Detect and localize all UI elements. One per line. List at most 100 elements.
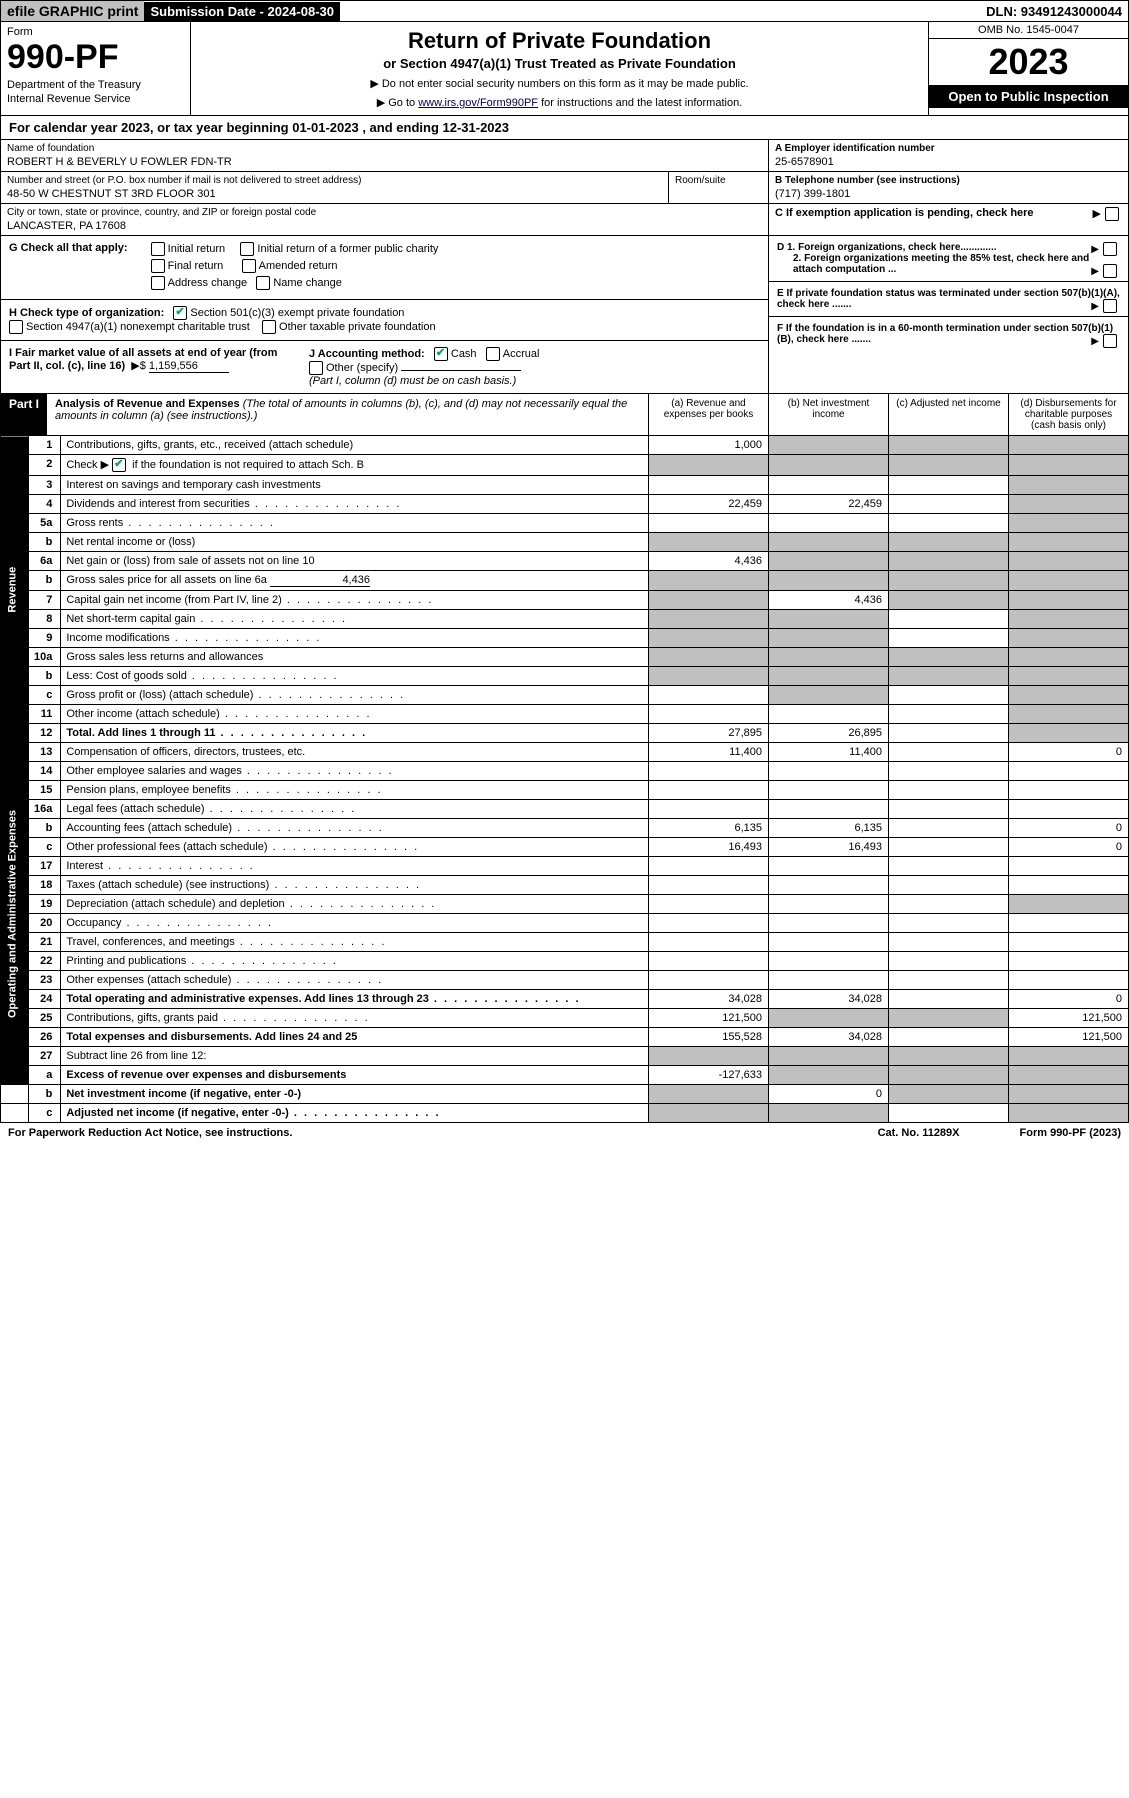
col-c-val — [889, 571, 1009, 591]
arrow-icon: ▶ — [1093, 207, 1101, 220]
r2-pre: Check ▶ — [66, 459, 112, 471]
revenue-side-label: Revenue — [1, 436, 29, 743]
col-b-val — [769, 533, 889, 552]
ssn-note: ▶ Do not enter social security numbers o… — [197, 77, 922, 90]
line-num: 22 — [29, 952, 61, 971]
table-row: 16aLegal fees (attach schedule) — [1, 800, 1129, 819]
col-b-val — [769, 1047, 889, 1066]
address-label: Number and street (or P.O. box number if… — [7, 175, 662, 186]
city: LANCASTER, PA 17608 — [7, 220, 762, 232]
dept-treasury: Department of the Treasury — [7, 79, 184, 91]
r2-post: if the foundation is not required to att… — [129, 459, 364, 471]
g-amended-checkbox[interactable] — [242, 259, 256, 273]
i-j-row: I Fair market value of all assets at end… — [1, 341, 768, 393]
col-a-val: 4,436 — [649, 552, 769, 571]
table-row: bNet investment income (if negative, ent… — [1, 1085, 1129, 1104]
efile-label[interactable]: efile GRAPHIC print — [1, 1, 144, 21]
j-cash-checkbox[interactable] — [434, 347, 448, 361]
col-b-val: 11,400 — [769, 743, 889, 762]
line-num: 24 — [29, 990, 61, 1009]
form-label: Form — [7, 26, 184, 38]
col-c-val — [889, 686, 1009, 705]
table-row: 25Contributions, gifts, grants paid121,5… — [1, 1009, 1129, 1028]
col-a-val: 16,493 — [649, 838, 769, 857]
col-b-val — [769, 686, 889, 705]
col-d-val — [1009, 914, 1129, 933]
col-a-val — [649, 800, 769, 819]
col-b-val — [769, 800, 889, 819]
schb-checkbox[interactable] — [112, 458, 126, 472]
e-checkbox[interactable] — [1103, 299, 1117, 313]
d2-checkbox[interactable] — [1103, 264, 1117, 278]
i-arrow: ▶$ — [131, 360, 146, 372]
submission-date: Submission Date - 2024-08-30 — [144, 2, 340, 21]
form-number: 990-PF — [7, 38, 184, 77]
col-a-val: -127,633 — [649, 1066, 769, 1085]
col-a-val — [649, 571, 769, 591]
g-initial-former-checkbox[interactable] — [240, 242, 254, 256]
line-num: 25 — [29, 1009, 61, 1028]
line-num: c — [29, 1104, 61, 1123]
col-b-val — [769, 514, 889, 533]
col-d-val — [1009, 857, 1129, 876]
line-desc: Depreciation (attach schedule) and deple… — [61, 895, 649, 914]
col-b-val — [769, 629, 889, 648]
line-num: 9 — [29, 629, 61, 648]
table-row: cGross profit or (loss) (attach schedule… — [1, 686, 1129, 705]
col-a-val: 34,028 — [649, 990, 769, 1009]
table-row: 26Total expenses and disbursements. Add … — [1, 1028, 1129, 1047]
g-row: G Check all that apply: Initial return I… — [1, 236, 768, 300]
col-b-val: 26,895 — [769, 724, 889, 743]
g-addrchg-checkbox[interactable] — [151, 276, 165, 290]
table-row: bNet rental income or (loss) — [1, 533, 1129, 552]
open-public: Open to Public Inspection — [929, 85, 1128, 108]
j-other-label: Other (specify) — [326, 362, 398, 374]
line-desc: Less: Cost of goods sold — [61, 667, 649, 686]
col-a-val: 27,895 — [649, 724, 769, 743]
line-desc: Interest on savings and temporary cash i… — [61, 476, 649, 495]
r6b-desc: Gross sales price for all assets on line… — [66, 574, 267, 586]
col-a-val — [649, 705, 769, 724]
col-b-val — [769, 762, 889, 781]
col-b-val: 6,135 — [769, 819, 889, 838]
col-c-val — [889, 914, 1009, 933]
f-checkbox[interactable] — [1103, 334, 1117, 348]
col-a-val: 22,459 — [649, 495, 769, 514]
line-num: 12 — [29, 724, 61, 743]
line-num: 15 — [29, 781, 61, 800]
g-final-checkbox[interactable] — [151, 259, 165, 273]
col-a-val — [649, 686, 769, 705]
col-d-val: 121,500 — [1009, 1028, 1129, 1047]
form990pf-link[interactable]: www.irs.gov/Form990PF — [418, 97, 538, 109]
col-d-val — [1009, 933, 1129, 952]
line-desc: Taxes (attach schedule) (see instruction… — [61, 876, 649, 895]
col-a-val: 11,400 — [649, 743, 769, 762]
table-row: 12Total. Add lines 1 through 1127,89526,… — [1, 724, 1129, 743]
g-initial-checkbox[interactable] — [151, 242, 165, 256]
j-accrual-checkbox[interactable] — [486, 347, 500, 361]
d1-checkbox[interactable] — [1103, 242, 1117, 256]
col-a-val: 6,135 — [649, 819, 769, 838]
line-desc: Other employee salaries and wages — [61, 762, 649, 781]
col-c-val — [889, 533, 1009, 552]
line-desc: Accounting fees (attach schedule) — [61, 819, 649, 838]
col-c-val — [889, 591, 1009, 610]
c-checkbox[interactable] — [1105, 207, 1119, 221]
col-d-val — [1009, 667, 1129, 686]
g-namechg-checkbox[interactable] — [256, 276, 270, 290]
line-desc: Other income (attach schedule) — [61, 705, 649, 724]
col-a-val — [649, 476, 769, 495]
h-501c3-checkbox[interactable] — [173, 306, 187, 320]
table-row: 24Total operating and administrative exp… — [1, 990, 1129, 1009]
col-b-val: 4,436 — [769, 591, 889, 610]
h-4947-checkbox[interactable] — [9, 320, 23, 334]
h-row: H Check type of organization: Section 50… — [1, 300, 768, 341]
col-c-val — [889, 876, 1009, 895]
j-other-checkbox[interactable] — [309, 361, 323, 375]
expenses-side-label: Operating and Administrative Expenses — [1, 743, 29, 1085]
line-num: 11 — [29, 705, 61, 724]
col-d-val: 121,500 — [1009, 1009, 1129, 1028]
col-b-val — [769, 971, 889, 990]
h-other-checkbox[interactable] — [262, 320, 276, 334]
col-c-val — [889, 895, 1009, 914]
